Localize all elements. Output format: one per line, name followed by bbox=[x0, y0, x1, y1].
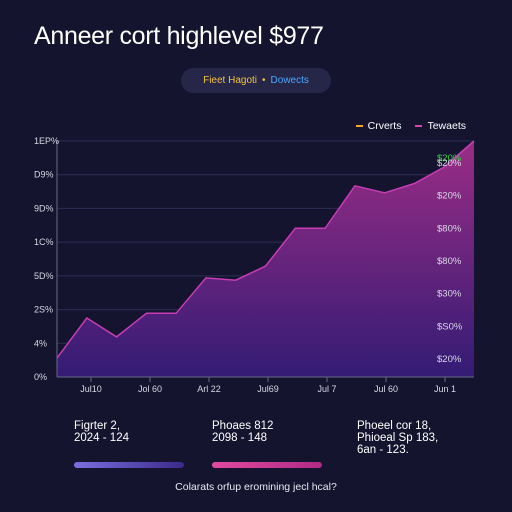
legend-item-1: Crverts bbox=[355, 120, 402, 132]
filter-pill[interactable]: Fieet Hagoti • Dowects bbox=[181, 68, 331, 93]
legend-label-1: Crverts bbox=[367, 120, 402, 132]
stat-block-2: Phoaes 812 2098 - 148 bbox=[212, 420, 273, 444]
x-axis-ticks: Jul10 Jol 60 Arl 22 Jul69 Jul 7 Jul 60 Jun 1 bbox=[80, 377, 456, 394]
y-tick-label-right-highlight: $20% bbox=[437, 153, 462, 164]
y-tick-label-left: D9% bbox=[34, 170, 54, 180]
y-tick-label-right: $20% bbox=[437, 354, 462, 365]
y-tick-label-right: $20% bbox=[437, 158, 462, 169]
legend-swatch-1 bbox=[355, 125, 363, 127]
progress-bar-1 bbox=[74, 462, 184, 468]
stat-3-line-1: Phoeel cor 18, bbox=[357, 420, 432, 432]
stat-1-line-2: 2024 - 124 bbox=[74, 432, 129, 444]
y-axis-right-ticks: $20%$20%$S0%$30%$80%$80%$20%$20% bbox=[437, 153, 463, 365]
y-tick-label-left: 0% bbox=[34, 372, 47, 382]
chart-title: Anneer cort highlevel $977 bbox=[34, 22, 324, 50]
x-tick-label: Jun 1 bbox=[434, 384, 456, 394]
x-tick-label: Arl 22 bbox=[197, 384, 221, 394]
y-tick-label-left: 1EP% bbox=[34, 136, 59, 146]
series-area bbox=[57, 141, 474, 377]
stat-2-line-2: 2098 - 148 bbox=[212, 432, 267, 444]
footer-caption: Colarats orfup eromining jecl hcal? bbox=[175, 481, 337, 493]
y-axis-left-ticks: 0% 4% 2S% 5D% 1C% 9D% D9% 1EP% bbox=[34, 136, 59, 382]
y-tick-label-left: 9D% bbox=[34, 203, 54, 213]
legend-item-2: Tewaets bbox=[415, 120, 466, 132]
x-tick-label: Jol 60 bbox=[138, 384, 162, 394]
y-tick-label-right: $80% bbox=[437, 223, 462, 234]
series-line bbox=[56, 140, 475, 359]
y-tick-label-right: $80% bbox=[437, 256, 462, 267]
stat-2-line-1: Phoaes 812 bbox=[212, 420, 274, 432]
stat-block-1: Figrter 2, 2024 - 124 bbox=[74, 420, 129, 444]
x-tick-label: Jul10 bbox=[80, 384, 102, 394]
y-tick-label-left: 1C% bbox=[34, 237, 54, 247]
x-tick-label: Jul 7 bbox=[317, 384, 336, 394]
stat-block-3: Phoeel cor 18, Phioeal Sp 183, 6an - 123… bbox=[357, 420, 438, 456]
y-tick-label-left: 4% bbox=[34, 338, 47, 348]
pill-left-label: Fieet Hagoti bbox=[203, 75, 258, 86]
pill-right-label: Dowects bbox=[270, 75, 309, 86]
stat-1-line-1: Figrter 2, bbox=[74, 420, 121, 432]
x-tick-label: Jul69 bbox=[257, 384, 279, 394]
stat-3-line-2: Phioeal Sp 183, bbox=[357, 432, 439, 444]
y-tick-label-right: $20% bbox=[437, 191, 462, 202]
y-tick-label-left: 2S% bbox=[34, 305, 53, 315]
y-tick-label-left: 5D% bbox=[34, 271, 54, 281]
y-tick-label-right: $30% bbox=[437, 289, 462, 300]
legend-swatch-2 bbox=[415, 125, 423, 127]
stat-3-line-3: 6an - 123. bbox=[357, 444, 409, 456]
progress-bar-2 bbox=[212, 462, 322, 468]
x-tick-label: Jul 60 bbox=[374, 384, 398, 394]
pill-separator: • bbox=[262, 75, 266, 86]
chart-legend: Crverts Tewaets bbox=[355, 120, 466, 132]
legend-label-2: Tewaets bbox=[427, 120, 466, 132]
y-tick-label-right: $S0% bbox=[437, 321, 463, 332]
